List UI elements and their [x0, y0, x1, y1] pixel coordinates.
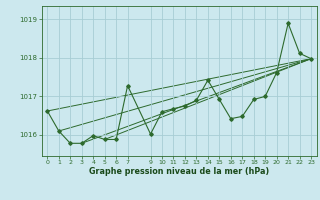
X-axis label: Graphe pression niveau de la mer (hPa): Graphe pression niveau de la mer (hPa) [89, 167, 269, 176]
